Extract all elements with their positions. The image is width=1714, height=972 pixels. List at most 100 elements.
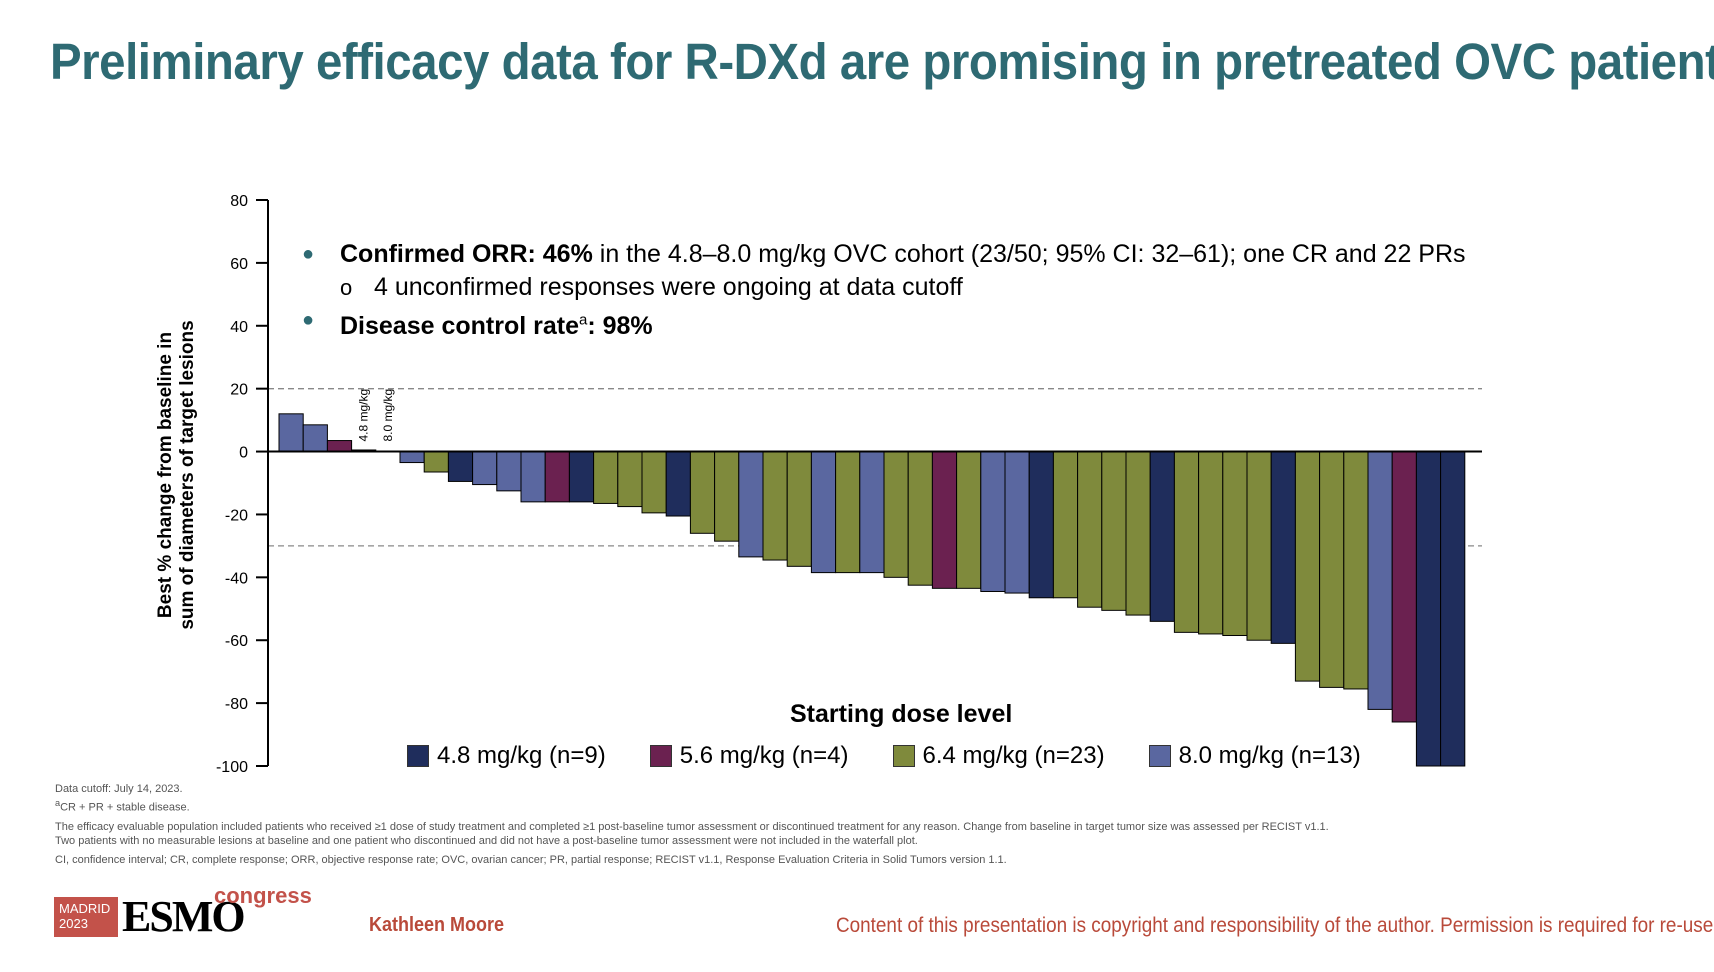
waterfall-bar [907, 451, 933, 586]
legend-swatch [407, 745, 429, 767]
footnote-a-marker: a [55, 798, 61, 808]
bullet-dcr: ● Disease control ratea: 98% [302, 304, 1466, 343]
logo-year: 2023 [59, 916, 88, 931]
slide-title: Preliminary efficacy data for R-DXd are … [50, 33, 1714, 90]
waterfall-bar [883, 451, 909, 578]
waterfall-bar [810, 451, 837, 574]
waterfall-bar [544, 451, 570, 503]
legend-label: 8.0 mg/kg (n=13) [1178, 742, 1361, 769]
waterfall-bar [641, 451, 667, 514]
waterfall-bar [1319, 451, 1345, 688]
y-tick-label: -20 [225, 507, 248, 524]
waterfall-bar [1343, 451, 1369, 690]
axes-group [267, 200, 1482, 766]
waterfall-bar [1367, 451, 1393, 710]
y-tick-label: 80 [230, 193, 248, 210]
y-tick-label: 60 [230, 256, 248, 273]
waterfall-bar [1246, 451, 1272, 641]
waterfall-bar [326, 440, 353, 453]
waterfall-bar [1077, 451, 1103, 608]
bar-annotation: 4.8 mg/kg [357, 389, 371, 442]
footnote-population-1: The efficacy evaluable population includ… [55, 820, 1329, 833]
dcr-footnote-marker: a [579, 312, 588, 329]
waterfall-bar [689, 451, 716, 534]
bar-annotations: 4.8 mg/kg 8.0 mg/kg [357, 389, 395, 442]
bar-annotation: 8.0 mg/kg [381, 389, 395, 442]
waterfall-bar [956, 451, 982, 589]
waterfall-bar [786, 451, 812, 567]
y-tick-label: -60 [225, 633, 248, 650]
waterfall-bar [931, 451, 958, 589]
logo-congress: congress [214, 883, 312, 908]
waterfall-bar [1028, 451, 1054, 599]
dcr-value: : 98% [587, 312, 653, 341]
waterfall-bar [1125, 451, 1151, 616]
waterfall-bar [1198, 451, 1224, 635]
logo-city: MADRID [59, 901, 111, 916]
footnotes: Data cutoff: July 14, 2023. aCR + PR + s… [55, 782, 1329, 867]
waterfall-bar [520, 451, 546, 503]
waterfall-bar [1415, 451, 1442, 767]
waterfall-bar [568, 451, 595, 503]
logo-esmo: ESMO [122, 892, 246, 941]
waterfall-bar [1270, 451, 1296, 644]
waterfall-bar [1149, 451, 1175, 622]
copyright-notice: Content of this presentation is copyrigh… [836, 914, 1714, 937]
waterfall-bar [447, 451, 474, 482]
y-tick-label: 0 [239, 445, 248, 462]
waterfall-bar [617, 451, 643, 508]
waterfall-bar [665, 451, 691, 517]
waterfall-bar [1052, 451, 1079, 599]
y-tick-label: -80 [225, 696, 248, 713]
y-tick-label: -100 [216, 759, 248, 776]
waterfall-bar [762, 451, 788, 561]
waterfall-bar [1294, 451, 1321, 682]
author-name: Kathleen Moore [369, 914, 505, 936]
bullet-orr: ● Confirmed ORR: 46% in the 4.8–8.0 mg/k… [302, 238, 1466, 271]
bullet-dot-icon: ● [302, 309, 315, 331]
legend-item-6-4: 6.4 mg/kg (n=23) [892, 742, 1105, 770]
waterfall-bar [496, 451, 522, 492]
logo-madrid-box: MADRID 2023 [54, 897, 118, 937]
waterfall-bar [278, 413, 304, 453]
waterfall-bar [1101, 451, 1127, 611]
y-tick-label: 40 [230, 319, 248, 336]
legend-item-8-0: 8.0 mg/kg (n=13) [1148, 742, 1361, 770]
waterfall-bar [1440, 451, 1466, 767]
waterfall-bar [472, 451, 498, 486]
legend-item-4-8: 4.8 mg/kg (n=9) [407, 742, 606, 770]
y-ticks: -100 -80 -60 -40 -20 0 20 40 60 80 [216, 193, 268, 776]
sub-bullet-unconfirmed: o 4 unconfirmed responses were ongoing a… [302, 271, 1466, 304]
footnote-a: aCR + PR + stable disease. [55, 796, 1329, 815]
bars-group [278, 413, 1466, 767]
legend-title: Starting dose level [790, 700, 1013, 728]
y-axis-label-line1: Best % change from baseline in [155, 332, 176, 618]
orr-highlight: Confirmed ORR: 46% [340, 240, 593, 268]
dcr-label: Disease control rate [340, 312, 579, 341]
waterfall-bar [399, 451, 425, 464]
legend-swatch [892, 745, 915, 767]
waterfall-bar [423, 451, 449, 473]
legend: 4.8 mg/kg (n=9) 5.6 mg/kg (n=4) 6.4 mg/k… [407, 742, 1405, 770]
waterfall-bar [714, 451, 740, 542]
circle-bullet-icon: o [340, 275, 353, 300]
waterfall-bar [835, 451, 861, 574]
waterfall-bar [1222, 451, 1248, 637]
legend-swatch [649, 745, 672, 767]
legend-label: 5.6 mg/kg (n=4) [679, 742, 849, 769]
waterfall-bar [1391, 451, 1417, 723]
waterfall-bar [859, 451, 885, 574]
waterfall-bar [1173, 451, 1200, 633]
waterfall-bar [302, 424, 328, 453]
y-tick-label: -40 [225, 570, 248, 587]
legend-label: 6.4 mg/kg (n=23) [922, 742, 1105, 769]
waterfall-bar [980, 451, 1006, 592]
footnote-a-text: CR + PR + stable disease. [60, 801, 190, 814]
footnote-abbreviations: CI, confidence interval; CR, complete re… [55, 853, 1007, 866]
y-tick-label: 20 [230, 382, 248, 399]
bullet-dot-icon: ● [302, 243, 315, 265]
waterfall-bar [738, 451, 764, 558]
key-findings: ● Confirmed ORR: 46% in the 4.8–8.0 mg/k… [302, 238, 1466, 343]
waterfall-bar [1004, 451, 1030, 594]
